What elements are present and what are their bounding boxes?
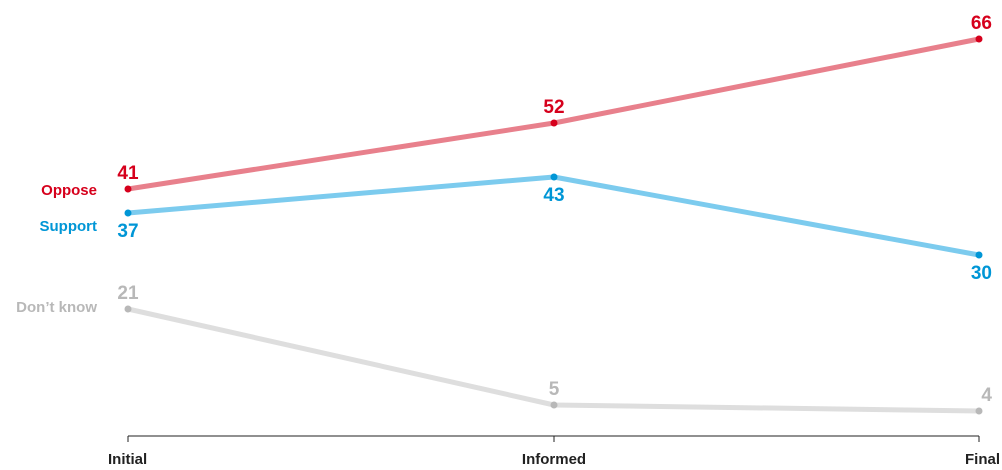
data-label-don-t-know-final: 4 xyxy=(981,385,992,406)
x-tick-label-initial: Initial xyxy=(108,451,147,468)
data-label-don-t-know-initial: 21 xyxy=(117,283,139,304)
x-tick-label-informed: Informed xyxy=(522,451,586,468)
series-names: Oppose Support Don’t know xyxy=(16,182,97,316)
data-point-don-t-know-initial xyxy=(124,305,132,313)
data-point-oppose-final xyxy=(975,35,983,43)
series-points xyxy=(124,35,983,415)
data-label-support-informed: 43 xyxy=(543,185,564,206)
data-labels: 41 52 66 37 43 30 21 5 4 xyxy=(117,13,992,406)
data-point-oppose-informed xyxy=(550,119,558,127)
series-name-don-t-know: Don’t know xyxy=(16,299,97,316)
data-point-don-t-know-informed xyxy=(550,401,558,409)
data-label-support-final: 30 xyxy=(971,263,992,284)
data-point-support-informed xyxy=(550,173,558,181)
data-point-oppose-initial xyxy=(124,185,132,193)
data-label-support-initial: 37 xyxy=(117,221,138,242)
series-lines xyxy=(125,36,982,414)
data-point-support-final xyxy=(975,251,983,259)
data-label-oppose-informed: 52 xyxy=(543,97,564,118)
data-label-don-t-know-informed: 5 xyxy=(549,379,560,400)
data-label-oppose-final: 66 xyxy=(971,13,992,34)
data-label-oppose-initial: 41 xyxy=(117,163,139,184)
data-point-support-initial xyxy=(124,209,132,217)
series-name-oppose: Oppose xyxy=(41,182,97,199)
series-name-support: Support xyxy=(40,218,98,235)
data-point-don-t-know-final xyxy=(975,407,983,415)
x-axis: Initial Informed Final xyxy=(108,435,1000,468)
x-tick-label-final: Final xyxy=(965,451,1000,468)
